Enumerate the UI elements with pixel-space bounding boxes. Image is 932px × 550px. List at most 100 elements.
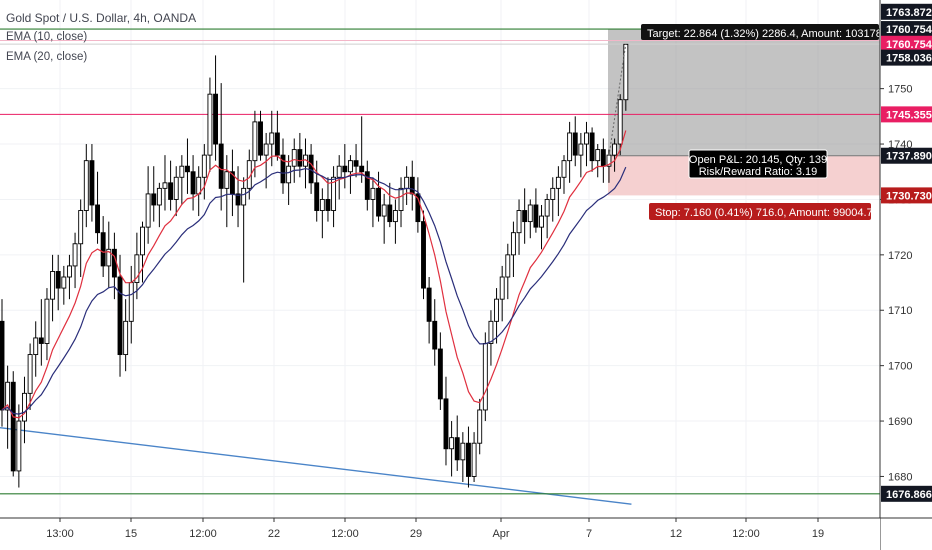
candle-body — [151, 193, 157, 206]
candle — [477, 398, 483, 455]
candle — [421, 210, 426, 300]
ema10-legend[interactable]: EMA (10, close) — [6, 31, 88, 43]
candle-body — [376, 187, 381, 217]
candle-body — [241, 187, 247, 206]
candle — [426, 277, 432, 344]
candle — [162, 155, 168, 211]
candle-body — [336, 165, 342, 178]
candle — [460, 432, 466, 482]
candle-body — [510, 232, 516, 256]
candle-body — [415, 193, 421, 223]
price-label: 1745.355 — [881, 106, 932, 123]
candle — [443, 376, 449, 466]
candle-body — [235, 193, 241, 206]
candle-body — [466, 442, 471, 477]
candle — [522, 188, 528, 244]
candles — [0, 43, 629, 488]
time-tick-label: 12:00 — [732, 528, 760, 540]
candle-body — [426, 287, 432, 322]
candle-body — [600, 149, 606, 167]
candle-body — [443, 398, 449, 450]
candle-body — [584, 132, 589, 145]
candle-body — [347, 160, 353, 173]
ema10-line[interactable] — [1, 130, 627, 419]
candle — [213, 55, 219, 161]
candle-body — [331, 176, 337, 211]
ema20-line[interactable] — [1, 166, 627, 415]
candle-body — [454, 437, 460, 461]
time-tick-label: Apr — [492, 528, 509, 540]
candle-body — [106, 248, 112, 267]
price-label-bg — [881, 21, 932, 38]
candle-body — [100, 232, 106, 267]
candle — [510, 221, 516, 278]
price-label-text: 1730.730 — [886, 190, 932, 202]
projection-line — [608, 44, 627, 156]
candle — [359, 116, 365, 183]
price-label-bg — [881, 3, 932, 20]
ema20-legend[interactable]: EMA (20, close) — [6, 51, 88, 63]
candle — [173, 166, 179, 217]
price-tick-label: 1700 — [888, 361, 912, 373]
candle — [66, 254, 72, 300]
candle — [185, 138, 190, 194]
price-tick-label: 1720 — [888, 250, 912, 262]
candle — [415, 177, 421, 233]
candle-body — [342, 165, 348, 173]
candle — [527, 199, 533, 239]
candle-body — [381, 204, 387, 217]
price-tick-label: 1680 — [888, 471, 912, 483]
candle — [78, 199, 84, 278]
candle-body — [595, 149, 601, 162]
candle-body — [258, 121, 263, 156]
candle-body — [589, 132, 595, 162]
candle-body — [291, 149, 297, 167]
price-label-text: 1737.890 — [886, 151, 932, 163]
price-tick-label: 1750 — [888, 84, 912, 96]
candle-body — [499, 276, 505, 300]
price-label-bg — [881, 187, 932, 204]
price-tick-label: 1710 — [888, 305, 912, 317]
candle — [156, 182, 162, 228]
candle-body — [27, 354, 33, 394]
ema-lines — [1, 44, 627, 419]
candle — [123, 299, 129, 372]
candle — [550, 177, 556, 222]
candle-body — [224, 171, 230, 189]
price-axis-bg — [880, 0, 932, 550]
candle-body — [274, 132, 280, 156]
candle — [617, 94, 623, 156]
time-tick-label: 13:00 — [46, 528, 74, 540]
candle-body — [61, 276, 67, 289]
stop-label-bg — [649, 203, 871, 220]
candle-body — [117, 276, 123, 356]
candle — [38, 299, 44, 366]
candle — [494, 288, 500, 344]
candle — [10, 371, 16, 477]
candle-body — [353, 160, 359, 167]
candle-body — [173, 176, 179, 200]
candle-body — [527, 204, 533, 223]
candle-body — [10, 381, 16, 472]
candle-body — [488, 320, 494, 344]
candle — [392, 199, 398, 244]
stop-label-text: Stop: 7.160 (0.41%) 716.0, Amount: 99004… — [655, 207, 879, 219]
candle-body — [578, 143, 584, 156]
candle — [567, 121, 573, 183]
candle — [572, 116, 578, 167]
candle — [235, 166, 241, 228]
price-label-bg — [881, 106, 932, 123]
candle — [482, 332, 488, 422]
candle-body — [460, 442, 466, 461]
target-label-bg — [641, 24, 879, 40]
candle — [437, 332, 443, 410]
candle-body — [95, 204, 100, 234]
candle — [409, 160, 415, 211]
trendline[interactable] — [0, 427, 632, 505]
candle-body — [83, 160, 89, 211]
candle-body — [145, 193, 151, 228]
position-labels: Target: 22.864 (1.32%) 2286.4, Amount: 1… — [641, 24, 891, 220]
candle — [106, 221, 112, 289]
candle-body — [89, 160, 95, 206]
